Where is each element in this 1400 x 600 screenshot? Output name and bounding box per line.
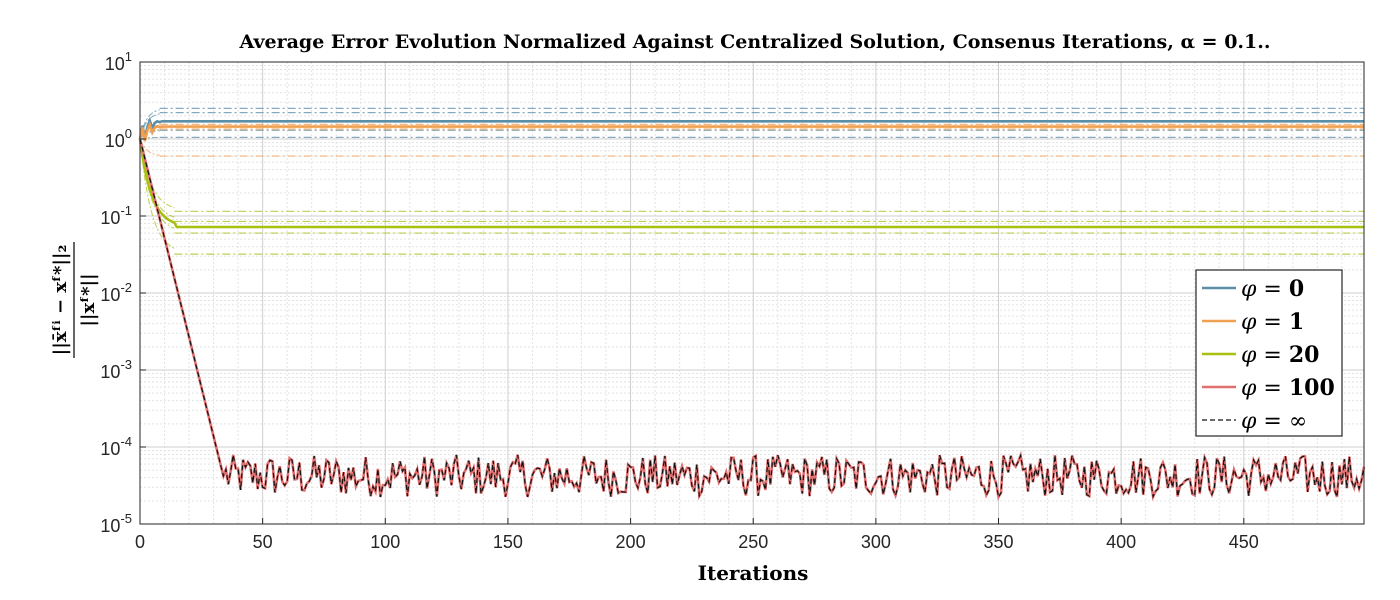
- y-tick-label: 10-2: [100, 280, 132, 305]
- y-tick-label: 10-4: [100, 434, 132, 459]
- legend-entry: φ = 0: [1241, 276, 1304, 302]
- y-axis-label-numerator: ||x̄ᶠⁱ − xᶠ*||₂: [50, 245, 71, 356]
- band-layer: [139, 107, 1364, 255]
- legend-entry: φ = ∞: [1241, 409, 1307, 434]
- legend-entry: φ = 1: [1241, 309, 1304, 335]
- x-tick-label: 0: [135, 532, 145, 552]
- x-axis-label: Iterations: [698, 561, 809, 585]
- series-line: [138, 116, 1364, 140]
- x-tick-label: 400: [1106, 532, 1136, 552]
- x-tick-labels: 0 50 100 150 200 250 300 350 400 450: [135, 518, 1259, 552]
- y-tick-label: 101: [105, 49, 132, 74]
- legend-entry: φ = 100: [1241, 375, 1335, 401]
- y-axis-label-denominator: ||xᶠ*||: [78, 273, 99, 326]
- x-tick-label: 300: [861, 532, 891, 552]
- legend: φ = 0 φ = 1 φ = 20 φ = 100 φ = ∞: [1195, 269, 1343, 437]
- confidence-band-approach: [139, 138, 175, 249]
- y-tick-labels: 101 100 10-1 10-2 10-3 10-4 10-5: [100, 49, 146, 536]
- y-axis-label: ||x̄ᶠⁱ − xᶠ*||₂ ||xᶠ*||: [50, 242, 99, 358]
- grid-layer: [139, 61, 1364, 525]
- series-line: [138, 138, 1364, 229]
- y-tick-label: 10-3: [100, 357, 132, 382]
- series-line: [139, 138, 1365, 499]
- x-tick-label: 250: [738, 532, 768, 552]
- x-tick-label: 450: [1229, 532, 1259, 552]
- x-tick-label: 150: [493, 532, 523, 552]
- x-tick-label: 350: [983, 532, 1013, 552]
- x-tick-label: 50: [253, 532, 273, 552]
- x-tick-label: 200: [616, 532, 646, 552]
- confidence-band-approach: [139, 138, 160, 156]
- chart-title: Average Error Evolution Normalized Again…: [238, 31, 1270, 53]
- legend-entry: φ = 20: [1241, 342, 1319, 368]
- x-tick-label: 100: [370, 532, 400, 552]
- y-tick-label: 10-5: [100, 511, 132, 536]
- series-layer: [138, 116, 1366, 502]
- y-tick-label: 100: [105, 126, 132, 151]
- y-tick-label: 10-1: [100, 203, 132, 228]
- series-line: [138, 120, 1364, 142]
